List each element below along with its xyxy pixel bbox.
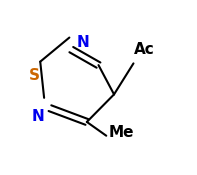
Text: Me: Me	[108, 125, 134, 140]
Text: S: S	[29, 68, 40, 83]
Text: N: N	[32, 109, 45, 124]
Text: Ac: Ac	[133, 42, 154, 57]
Text: N: N	[77, 35, 89, 50]
